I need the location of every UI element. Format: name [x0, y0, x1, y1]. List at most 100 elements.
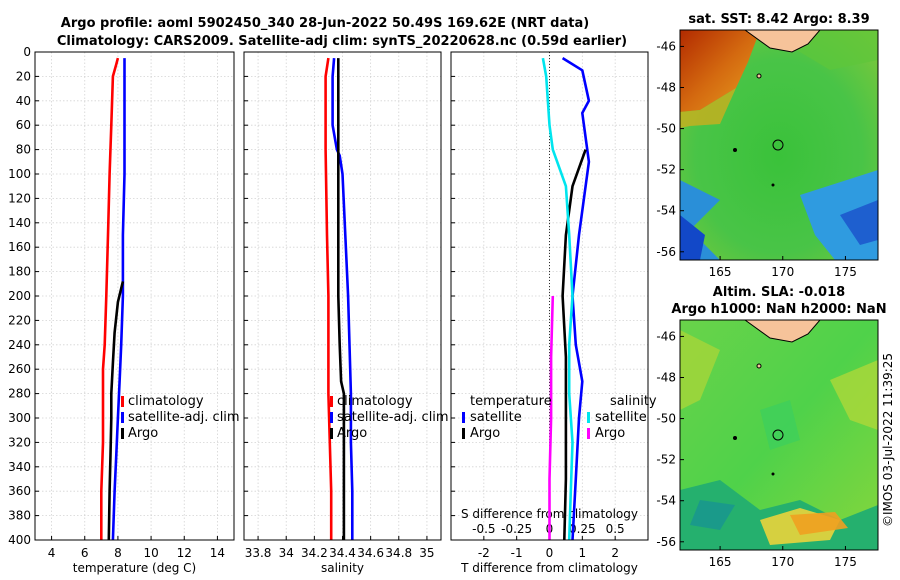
x-tick-label: 33.8 — [245, 546, 272, 560]
copyright-stamp: ©IMOS 03-Jul-2022 11:39:25 — [881, 353, 895, 527]
map-x-tick-label: 175 — [834, 555, 857, 569]
y-tick-label: 40 — [16, 94, 31, 108]
series-line-s-argo — [548, 295, 555, 540]
legend-label-satellite-adj: satellite-adj. clim — [337, 410, 449, 425]
legend-swatch-climatology — [330, 396, 333, 407]
y-tick-label: 300 — [8, 411, 31, 425]
sla-map-title-line2: Argo h1000: NaN h2000: NaN — [671, 302, 886, 317]
x-axis-label: T difference from climatology — [460, 561, 638, 575]
x-tick-label: 1 — [579, 546, 587, 560]
x-tick-label: 12 — [177, 546, 192, 560]
axes-frame — [34, 51, 235, 541]
map-y-tick-label: -52 — [656, 453, 676, 467]
sst-map-title: sat. SST: 8.42 Argo: 8.39 — [688, 12, 869, 27]
difference-legend: temperature salinity satellite Argo sate… — [462, 394, 657, 441]
map-y-tick-label: -56 — [656, 535, 676, 549]
x-tick-label: 14 — [210, 546, 225, 560]
legend-swatch-s-satellite — [587, 412, 590, 423]
map-y-tick-label: -46 — [656, 39, 676, 53]
y-tick-label: 380 — [8, 509, 31, 523]
map-x-tick-label: 170 — [771, 555, 794, 569]
map-y-tick-label: -54 — [656, 494, 676, 508]
y-tick-label: 220 — [8, 313, 31, 327]
temperature-legend: climatology satellite-adj. clim Argo — [121, 394, 240, 441]
y-tick-label: 280 — [8, 387, 31, 401]
map-x-tick-label: 165 — [709, 265, 732, 279]
sst-map-panel: sat. SST: 8.42 Argo: 8.39 — [679, 12, 879, 261]
sst-map-field — [680, 30, 878, 260]
axes-frame — [243, 51, 442, 541]
x-tick-label: 4 — [48, 546, 56, 560]
map-y-tick-label: -46 — [656, 329, 676, 343]
top-x-tick-label: 0.25 — [569, 522, 596, 536]
series-line-s-satellite — [541, 57, 574, 541]
x-tick-label: 34.8 — [385, 546, 412, 560]
x-tick-label: 6 — [81, 546, 89, 560]
y-tick-label: 320 — [8, 435, 31, 449]
legend-label-climatology: climatology — [337, 394, 413, 409]
legend-swatch-argo — [121, 428, 124, 439]
series-line-argo — [107, 281, 125, 541]
map-x-tick-label: 165 — [709, 555, 732, 569]
x-axis-label: temperature (deg C) — [73, 561, 196, 575]
y-tick-label: 120 — [8, 191, 31, 205]
map-y-tick-label: -52 — [656, 163, 676, 177]
y-tick-label: 360 — [8, 484, 31, 498]
series-line-argo — [336, 58, 346, 540]
legend-label-argo: Argo — [128, 426, 158, 441]
series-line-climatology — [324, 57, 333, 540]
x-tick-label: -1 — [511, 546, 523, 560]
x-tick-label: 10 — [143, 546, 158, 560]
land-mass — [744, 320, 821, 343]
x-tick-label: 34.2 — [301, 546, 328, 560]
series-line-t-argo — [561, 149, 587, 541]
y-tick-label: 100 — [8, 167, 31, 181]
argo-location-marker — [772, 429, 784, 441]
x-tick-label: 34 — [279, 546, 294, 560]
map-tick-labels: 165 170 175 -46 -48 -50 -52 -54 -56 165 170 175 -46 -… — [656, 39, 856, 569]
map-y-tick-label: -54 — [656, 204, 676, 218]
series-line-satellite-adj-clim — [111, 58, 126, 541]
top-x-tick-label: -0.5 — [472, 522, 495, 536]
x-tick-label: 34.4 — [329, 546, 356, 560]
y-tick-label: 180 — [8, 265, 31, 279]
y-tick-label: 0 — [23, 45, 31, 59]
legend-swatch-satellite-adj — [121, 412, 124, 423]
y-tick-label: 340 — [8, 460, 31, 474]
x-tick-label: 35 — [419, 546, 434, 560]
legend-swatch-climatology — [121, 396, 124, 407]
series-line-climatology — [100, 57, 120, 540]
salinity-legend: climatology satellite-adj. clim Argo — [330, 394, 449, 441]
legend-swatch-t-argo — [462, 428, 465, 439]
y-tick-label: 260 — [8, 362, 31, 376]
map-x-tick-label: 170 — [771, 265, 794, 279]
map-y-tick-label: -50 — [656, 122, 676, 136]
legend-title-temperature: temperature — [470, 394, 552, 409]
x-tick-label: 8 — [114, 546, 122, 560]
y-tick-label: 160 — [8, 240, 31, 254]
legend-swatch-t-satellite — [462, 412, 465, 423]
salinity-profile-panel: 33.8 34 34.2 34.4 34.6 34.8 35 salinity — [243, 51, 442, 575]
y-tick-label: 60 — [16, 118, 31, 132]
map-y-tick-label: -48 — [656, 371, 676, 385]
legend-label-t-satellite: satellite — [470, 410, 522, 425]
figure-title-line2: Climatology: CARS2009. Satellite-adj cli… — [57, 34, 627, 49]
y-tick-label: 140 — [8, 216, 31, 230]
temperature-profile-panel: 0 20 40 60 80 100 120 140 160 180 200 220 240 260 280 3… — [8, 45, 235, 575]
y-tick-label: 200 — [8, 289, 31, 303]
argo-location-marker — [772, 139, 784, 151]
y-tick-label: 400 — [8, 533, 31, 547]
axes-frame — [450, 51, 649, 541]
land-mass — [744, 30, 821, 53]
x-tick-label: 2 — [611, 546, 619, 560]
legend-label-argo: Argo — [337, 426, 367, 441]
x-tick-label: -2 — [478, 546, 490, 560]
sla-map-title-line1: Altim. SLA: -0.018 — [713, 285, 845, 300]
figure-title-line1: Argo profile: aoml 5902450_340 28-Jun-20… — [61, 16, 589, 31]
y-tick-label: 20 — [16, 69, 31, 83]
legend-label-s-satellite: satellite — [595, 410, 647, 425]
map-y-tick-label: -50 — [656, 412, 676, 426]
sla-map-field — [680, 320, 878, 550]
top-x-tick-label: 0.5 — [606, 522, 625, 536]
